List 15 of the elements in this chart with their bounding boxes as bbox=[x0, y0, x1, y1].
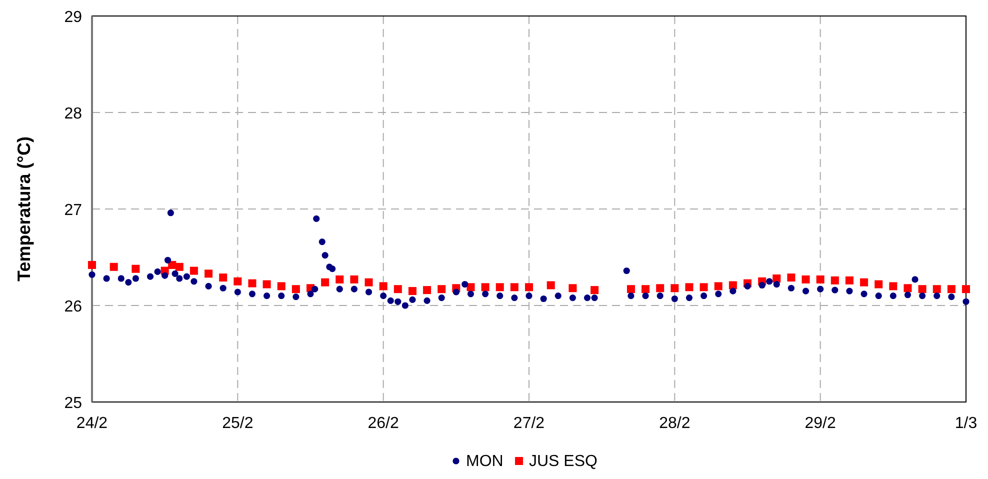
legend-label: JUS ESQ bbox=[529, 453, 598, 470]
legend-label: MON bbox=[466, 453, 504, 470]
y-tick-label: 25 bbox=[64, 395, 82, 412]
y-tick-label: 27 bbox=[64, 202, 82, 219]
y-tick-label: 28 bbox=[64, 106, 82, 122]
y-axis-title: Temperatura (°C) bbox=[14, 136, 34, 282]
x-tick-label: 26/2 bbox=[368, 415, 400, 432]
x-tick-label: 1/3 bbox=[954, 415, 978, 432]
x-tick-label: 29/2 bbox=[804, 415, 836, 432]
x-tick-label: 27/2 bbox=[513, 415, 545, 432]
y-tick-label: 26 bbox=[64, 298, 82, 316]
x-tick-label: 28/2 bbox=[659, 415, 690, 432]
x-tick-label: 25/2 bbox=[222, 415, 254, 432]
x-tick-label: 24/2 bbox=[76, 415, 108, 432]
y-tick-label: 29 bbox=[64, 9, 82, 26]
